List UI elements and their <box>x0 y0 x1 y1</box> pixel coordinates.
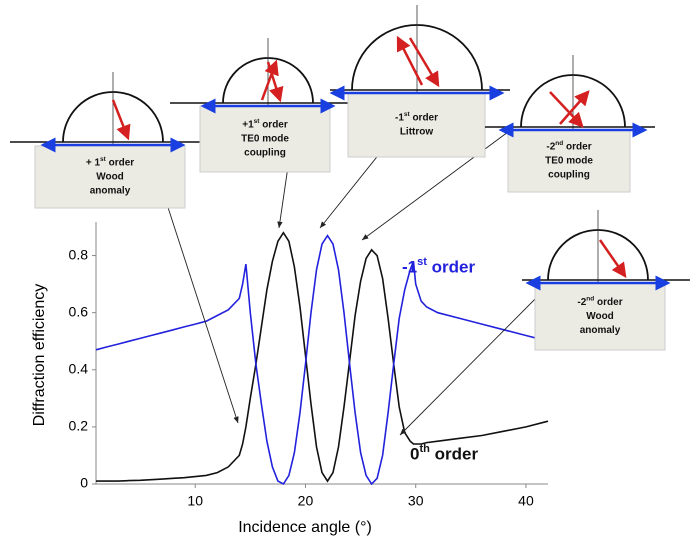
beam <box>266 61 284 103</box>
y-axis-label: Diffraction efficiency <box>31 284 48 427</box>
series-line <box>96 231 549 483</box>
y-tick-label: 0.2 <box>69 418 89 434</box>
inset-label: +1st order <box>242 118 288 130</box>
inset: -1st order Littrow <box>329 5 510 158</box>
series-label: -1st order <box>402 256 476 277</box>
beam <box>396 35 424 86</box>
inset-box <box>534 282 666 351</box>
beam <box>549 91 584 128</box>
inset-label: Wood <box>586 311 614 322</box>
inset-label: anomaly <box>580 325 621 336</box>
beam <box>408 37 440 88</box>
inset: +1st order TE0 mode coupling <box>170 38 370 173</box>
y-tick-label: 0.8 <box>69 246 89 262</box>
beam <box>559 90 590 125</box>
inset: -2nd order Wood anomaly <box>522 210 690 351</box>
inset-label: coupling <box>548 170 590 181</box>
inset: -2nd order TE0 mode coupling <box>485 55 655 193</box>
beam <box>111 99 131 141</box>
inset-label: Littrow <box>400 127 434 138</box>
y-tick-label: 0.6 <box>69 303 89 319</box>
inset-label: -1st order <box>395 111 438 123</box>
series-line <box>95 234 549 486</box>
y-tick-label: 0 <box>80 475 88 491</box>
inset-box <box>347 92 486 158</box>
y-tick-label: 0.4 <box>69 360 89 376</box>
inset-label: TE0 mode <box>241 134 289 145</box>
inset-label: TE0 mode <box>545 156 593 167</box>
x-tick-label: 10 <box>187 493 203 509</box>
x-tick-label: 40 <box>518 493 534 509</box>
x-axis-label: Incidence angle (°) <box>238 519 372 536</box>
beam <box>598 239 627 279</box>
inset-label: + 1st order <box>86 156 134 168</box>
inset-label: coupling <box>244 148 286 159</box>
inset-label: anomaly <box>90 186 131 197</box>
series-label: 0th order <box>410 443 478 464</box>
x-tick-label: 30 <box>408 493 424 509</box>
inset-box <box>34 145 186 209</box>
inset-box <box>199 105 331 173</box>
beam <box>260 59 279 101</box>
inset-label: Wood <box>96 172 124 183</box>
inset-label: -2nd order <box>577 296 622 308</box>
x-tick-label: 20 <box>298 493 314 509</box>
inset-box <box>507 129 631 193</box>
inset-label: -2nd order <box>546 140 591 152</box>
inset: + 1st order Wood anomaly <box>10 72 210 209</box>
